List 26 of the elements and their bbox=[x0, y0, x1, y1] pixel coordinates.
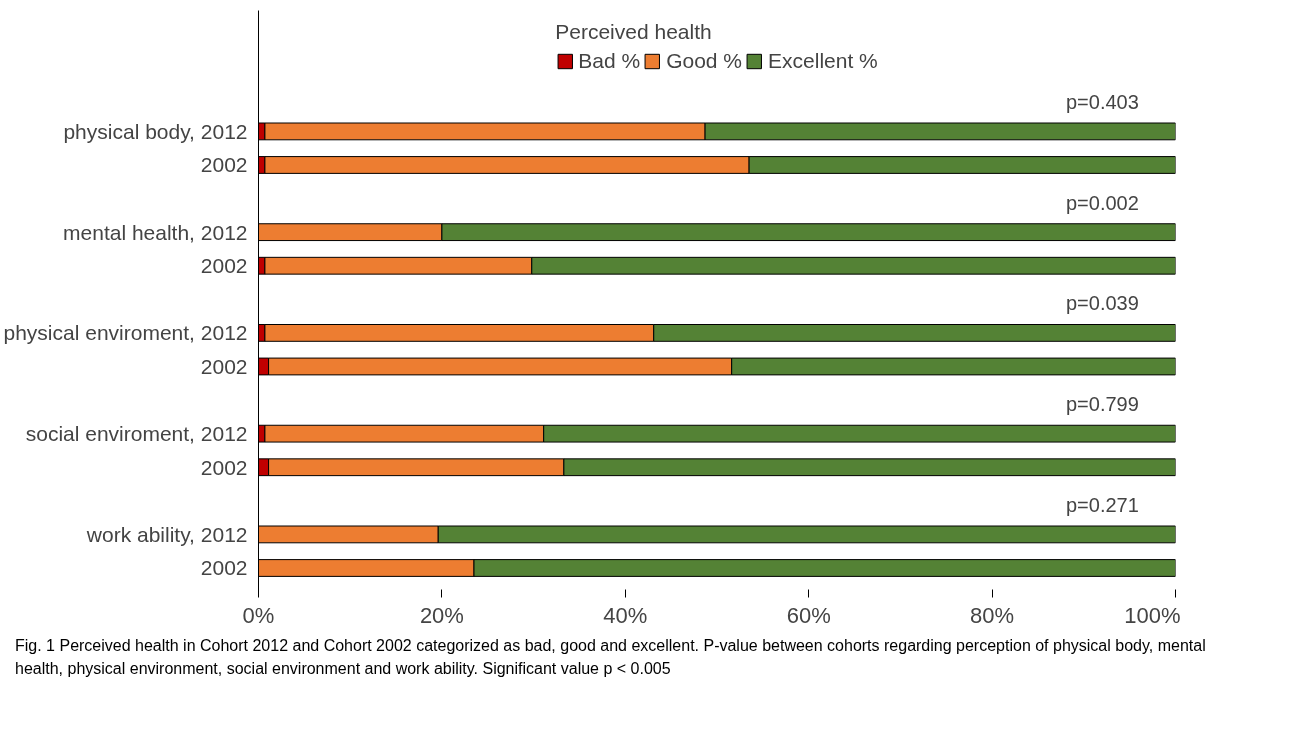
y-tick-label: 2002 bbox=[200, 354, 248, 378]
x-tick-label: 20% bbox=[419, 602, 464, 628]
legend-label: Excellent % bbox=[768, 49, 878, 73]
y-tick-label: mental health, 2012 bbox=[63, 220, 248, 244]
y-tick-label: work ability, 2012 bbox=[85, 522, 248, 546]
x-tick-label: 0% bbox=[242, 602, 275, 628]
y-tick-label: social enviroment, 2012 bbox=[25, 422, 248, 446]
y-tick-label: 2002 bbox=[200, 455, 248, 479]
y-tick-label: 2002 bbox=[200, 153, 248, 177]
annotation: p=0.799 bbox=[1065, 393, 1139, 416]
legend-title: Perceived health bbox=[555, 20, 713, 44]
legend-label: Good % bbox=[666, 49, 743, 73]
x-tick-label: 40% bbox=[603, 602, 648, 628]
annotation: p=0.039 bbox=[1065, 292, 1139, 315]
y-tick-label: 2002 bbox=[200, 254, 248, 278]
caption: Fig. 1 Perceived health in Cohort 2012 and Cohort 2002 categorized as bad, good and excellent. P-value between cohorts regarding perception of physical body, mental health, physical environment, social environment and work ability. Significant value p < 0.005 bbox=[14, 636, 1207, 679]
x-tick-label: 80% bbox=[970, 602, 1015, 628]
annotation: p=0.403 bbox=[1065, 90, 1139, 113]
annotation: p=0.002 bbox=[1065, 191, 1139, 214]
x-tick-label: 60% bbox=[786, 602, 831, 628]
x-tick-label: 100% bbox=[1124, 602, 1181, 628]
legend-label: Bad % bbox=[578, 49, 641, 73]
y-tick-label: 2002 bbox=[200, 556, 248, 580]
y-tick-label: physical body, 2012 bbox=[63, 119, 248, 143]
annotation: p=0.271 bbox=[1065, 493, 1139, 516]
y-tick-label: physical enviroment, 2012 bbox=[3, 321, 248, 345]
